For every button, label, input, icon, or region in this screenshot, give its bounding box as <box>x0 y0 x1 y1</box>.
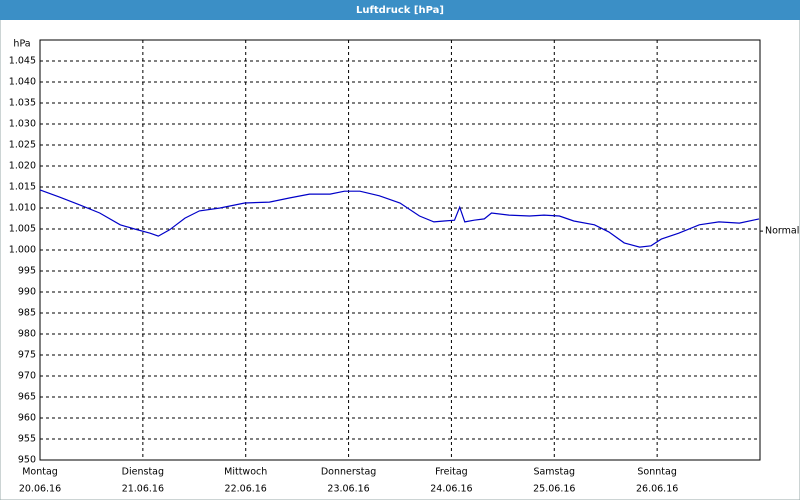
y-tick-label: 1.040 <box>9 77 36 88</box>
x-tick-label: Sonntag <box>637 467 676 478</box>
y-tick-label: 1.010 <box>9 203 36 214</box>
x-tick-label: Freitag <box>435 467 468 478</box>
y-tick-label: 1.025 <box>9 140 36 151</box>
reference-label: Normal <box>765 226 799 237</box>
y-tick-label: 1.000 <box>9 245 36 256</box>
y-tick-label: 1.035 <box>9 98 36 109</box>
y-tick-label: 975 <box>18 350 36 361</box>
y-tick-label: 960 <box>18 413 36 424</box>
y-tick-label: 1.015 <box>9 182 36 193</box>
x-tick-date: 23.06.16 <box>327 484 369 495</box>
x-tick-label: Mittwoch <box>224 467 267 478</box>
y-tick-label: 1.030 <box>9 119 36 130</box>
x-tick-date: 21.06.16 <box>122 484 164 495</box>
x-tick-date: 24.06.16 <box>430 484 472 495</box>
x-tick-date: 25.06.16 <box>533 484 575 495</box>
x-tick-label: Samstag <box>533 467 575 478</box>
y-tick-label: 985 <box>18 308 36 319</box>
title-bar <box>0 0 800 20</box>
x-tick-date: 26.06.16 <box>636 484 678 495</box>
y-tick-label: 1.020 <box>9 161 36 172</box>
x-tick-label: Montag <box>22 467 58 478</box>
x-tick-label: Donnerstag <box>321 467 376 478</box>
x-tick-date: 22.06.16 <box>225 484 267 495</box>
y-tick-label: 1.045 <box>9 56 36 67</box>
y-tick-label: 1.005 <box>9 224 36 235</box>
y-tick-label: 970 <box>18 371 36 382</box>
pressure-line <box>39 189 760 248</box>
x-tick-date: 20.06.16 <box>19 484 61 495</box>
y-unit: hPa <box>13 39 30 50</box>
y-tick-label: 965 <box>18 392 36 403</box>
chart-title: Luftdruck [hPa] <box>356 5 444 16</box>
y-tick-label: 980 <box>18 329 36 340</box>
x-tick-label: Dienstag <box>122 467 164 478</box>
y-tick-label: 990 <box>18 287 36 298</box>
y-tick-label: 950 <box>18 455 36 466</box>
y-tick-label: 955 <box>18 434 36 445</box>
y-tick-label: 995 <box>18 266 36 277</box>
